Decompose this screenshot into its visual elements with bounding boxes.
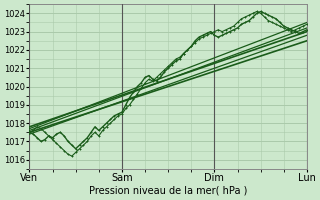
- X-axis label: Pression niveau de la mer( hPa ): Pression niveau de la mer( hPa ): [89, 186, 247, 196]
